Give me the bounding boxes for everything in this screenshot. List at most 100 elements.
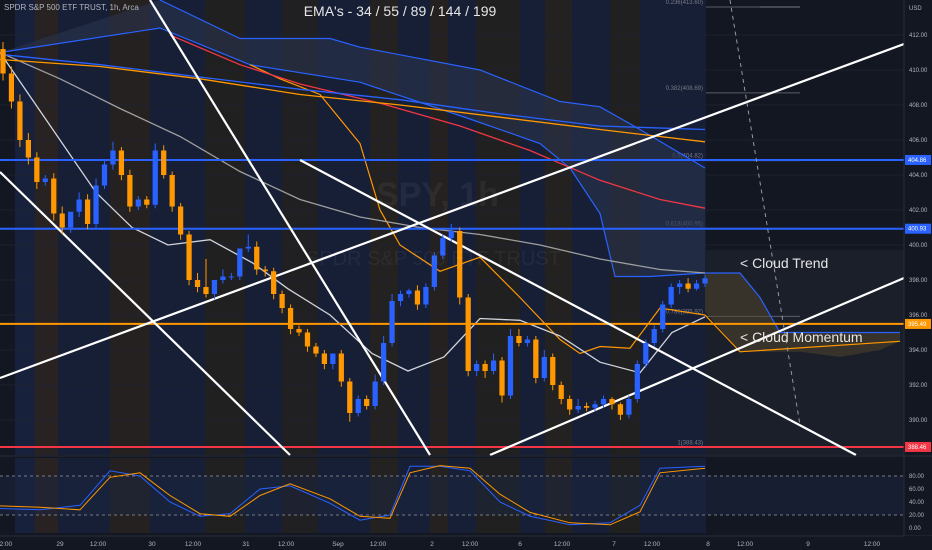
- candle-body: [567, 399, 573, 410]
- candle-body: [617, 404, 624, 415]
- candle-body: [558, 385, 564, 399]
- session-band: [476, 0, 520, 455]
- candle-body: [516, 336, 522, 343]
- fib-level-label: 0.382(408.69): [666, 86, 703, 92]
- candle-body: [194, 280, 201, 287]
- session-band: [110, 0, 150, 455]
- candle-body: [220, 276, 226, 280]
- candle-body: [110, 150, 116, 165]
- candle-body: [321, 353, 328, 364]
- trend-line: [0, 42, 905, 380]
- candle-body: [245, 246, 251, 249]
- candle-body: [135, 199, 141, 207]
- candle-body: [397, 294, 404, 301]
- symbol-info: SPDR S&P 500 ETF TRUST, 1h, Arca: [4, 3, 139, 12]
- candle-body: [17, 101, 23, 140]
- price-tick-label: 412.00: [909, 33, 928, 39]
- price-tick-label: 398.00: [909, 278, 928, 284]
- candle-body: [507, 336, 514, 396]
- session-band: [205, 0, 245, 455]
- candle-body: [330, 353, 336, 364]
- candle-body: [338, 353, 344, 382]
- oscillator-tick-label: 60.00: [909, 487, 925, 493]
- cloud-forecast-fill: [705, 273, 900, 357]
- cloud-trend-fill: [0, 0, 705, 277]
- annotation-cloud-trend: < Cloud Trend: [740, 255, 829, 271]
- session-band: [150, 0, 205, 455]
- axis-corner: [904, 536, 932, 550]
- price-tick-label: 396.00: [909, 313, 928, 319]
- candle-body: [524, 339, 531, 343]
- candle-body: [287, 308, 294, 329]
- oscillator-tick-label: 0.00: [909, 526, 921, 532]
- candle-body: [59, 213, 65, 228]
- cloud-trend-lower-line: [0, 27, 706, 278]
- candle-body: [609, 399, 615, 405]
- watermark-name: SPDR S&P 500 ETF TRUST: [306, 248, 561, 270]
- fib-level-label: 0.236(413.60): [666, 0, 703, 6]
- time-tick-label: 12:00: [644, 541, 661, 548]
- time-tick-label: 12:00: [462, 541, 479, 548]
- price-tick-label: 404.00: [909, 173, 928, 179]
- oscillator-tick-label: 40.00: [909, 500, 925, 506]
- candle-body: [389, 301, 395, 343]
- time-tick-label: 12:00: [370, 541, 387, 548]
- time-tick-label: 12:00: [90, 541, 107, 548]
- candle-body: [186, 234, 192, 280]
- price-label-text: 388.46: [908, 445, 927, 451]
- candle-body: [693, 283, 700, 289]
- candle-body: [643, 343, 649, 364]
- price-tick-label: 408.00: [909, 103, 928, 109]
- candle-body: [144, 199, 150, 205]
- price-label-tag: [905, 318, 931, 329]
- ema-line: [0, 52, 706, 374]
- candle-body: [51, 178, 57, 214]
- price-label-tag: [905, 154, 931, 165]
- session-band: [58, 0, 110, 455]
- time-tick-label: Sep: [332, 541, 344, 548]
- candle-body: [431, 255, 437, 287]
- candle-body: [161, 150, 167, 175]
- candle-body: [296, 329, 302, 333]
- cloud-momentum-line: [249, 64, 901, 355]
- oscillator-tick-label: 20.00: [909, 513, 925, 519]
- candle-body: [34, 157, 40, 182]
- candle-body: [279, 294, 285, 308]
- fib-level-label: 0.5(404.82): [672, 154, 703, 160]
- watermark-symbol: SPY, 1h: [376, 176, 499, 214]
- candle-body: [25, 140, 31, 158]
- candle-body: [499, 360, 505, 396]
- candle-body: [152, 150, 158, 205]
- candle-body: [660, 304, 666, 329]
- candle-body: [355, 399, 361, 413]
- ema-line: [0, 53, 706, 131]
- price-tick-label: 390.00: [909, 418, 928, 424]
- price-label-tag: [905, 441, 931, 452]
- price-label-tag: [905, 223, 931, 234]
- price-tick-label: 410.00: [909, 68, 928, 74]
- candle-body: [380, 343, 387, 382]
- time-tick-label: 29: [56, 541, 64, 548]
- candle-body: [271, 271, 277, 294]
- time-tick-label: 12:00: [737, 541, 754, 548]
- price-axis-unit: USD: [909, 6, 922, 12]
- time-tick-label: 12:00: [864, 541, 881, 548]
- price-tick-label: 406.00: [909, 138, 928, 144]
- ema-line: [0, 58, 706, 143]
- candle-body: [448, 231, 454, 238]
- candle-body: [550, 357, 556, 385]
- candle-body: [76, 199, 82, 212]
- candle-body: [228, 276, 234, 278]
- candle-body: [634, 364, 640, 399]
- trend-line: [0, 171, 291, 456]
- candle-body: [262, 269, 268, 272]
- price-label-text: 404.86: [908, 158, 927, 164]
- time-tick-label: 30: [148, 541, 156, 548]
- candle-body: [592, 404, 598, 408]
- price-tick-label: 400.00: [909, 243, 928, 249]
- candle-body: [668, 287, 674, 305]
- oscillator-line: [0, 465, 706, 526]
- candle-body: [177, 206, 184, 235]
- price-label-text: 395.49: [908, 322, 927, 328]
